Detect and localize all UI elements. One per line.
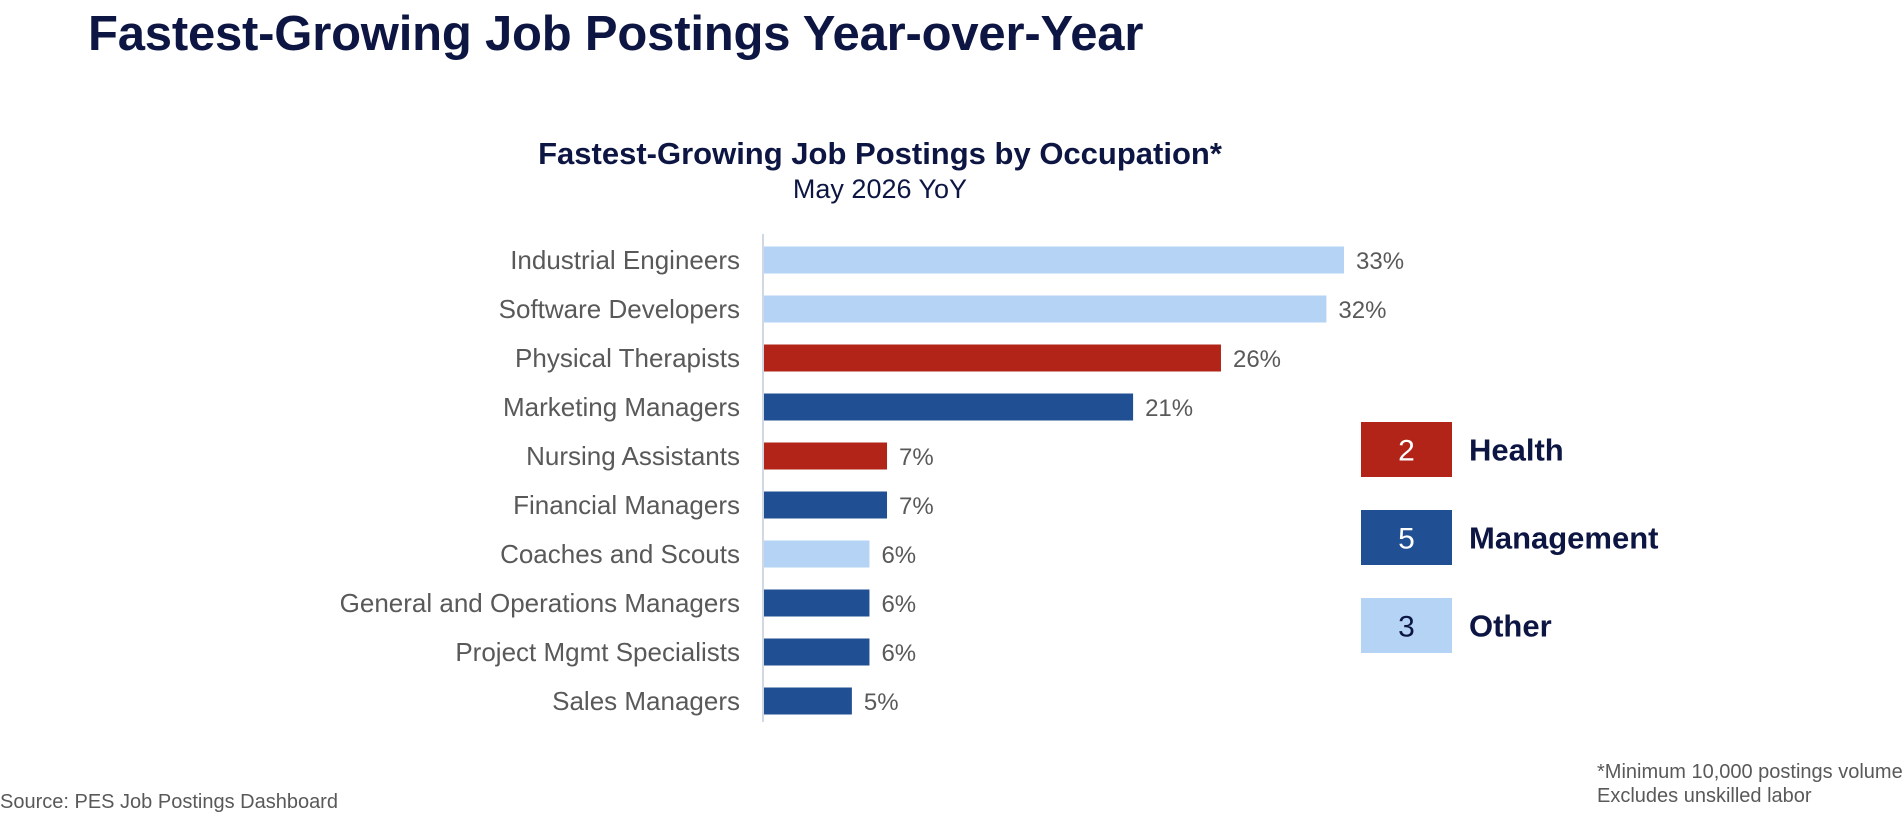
category-label: Coaches and Scouts [500, 539, 740, 569]
category-label: Software Developers [499, 294, 740, 324]
category-label: Sales Managers [552, 686, 740, 716]
value-label: 7% [899, 444, 934, 471]
footnote: *Minimum 10,000 postings volume Excludes… [1597, 760, 1903, 808]
value-label: 5% [864, 689, 899, 716]
slide-title: Fastest-Growing Job Postings Year-over-Y… [88, 7, 1144, 61]
source-note: Source: PES Job Postings Dashboard [0, 791, 338, 813]
footnote-line-1: *Minimum 10,000 postings volume [1597, 761, 1903, 783]
legend-count: 2 [1398, 435, 1415, 468]
bar [764, 442, 888, 470]
bar [764, 344, 1221, 372]
footnote-line-2: Excludes unskilled labor [1597, 785, 1812, 807]
legend-count: 5 [1398, 523, 1415, 556]
bar [764, 491, 888, 519]
bar-series: Industrial Engineers 33% Software Develope… [340, 245, 1404, 716]
value-label: 7% [899, 493, 934, 520]
category-label: General and Operations Managers [340, 588, 740, 618]
category-label: Industrial Engineers [510, 245, 740, 275]
value-label: 26% [1233, 346, 1281, 373]
chart-title: Fastest-Growing Job Postings by Occupati… [538, 136, 1223, 171]
bar [764, 393, 1134, 421]
legend-label: Other [1469, 609, 1552, 644]
legend: 2 Health 5 Management 3 Other [1361, 422, 1658, 653]
bar [764, 589, 870, 617]
value-label: 33% [1356, 248, 1404, 275]
category-label: Financial Managers [513, 490, 740, 520]
bar [764, 246, 1344, 274]
legend-swatch [1361, 510, 1452, 565]
value-label: 6% [881, 542, 916, 569]
category-label: Nursing Assistants [526, 441, 740, 471]
legend-label: Management [1469, 521, 1658, 556]
value-label: 6% [881, 640, 916, 667]
legend-swatch [1361, 422, 1452, 477]
value-label: 6% [881, 591, 916, 618]
legend-swatch [1361, 598, 1452, 653]
category-label: Project Mgmt Specialists [455, 637, 740, 667]
bar [764, 540, 870, 568]
bar [764, 638, 870, 666]
category-label: Marketing Managers [503, 392, 740, 422]
bar [764, 295, 1327, 323]
bar [764, 687, 852, 715]
legend-label: Health [1469, 433, 1564, 468]
chart-subtitle: May 2026 YoY [793, 174, 967, 204]
legend-count: 3 [1398, 611, 1415, 644]
value-label: 21% [1145, 395, 1193, 422]
category-label: Physical Therapists [515, 343, 740, 373]
value-label: 32% [1338, 297, 1386, 324]
